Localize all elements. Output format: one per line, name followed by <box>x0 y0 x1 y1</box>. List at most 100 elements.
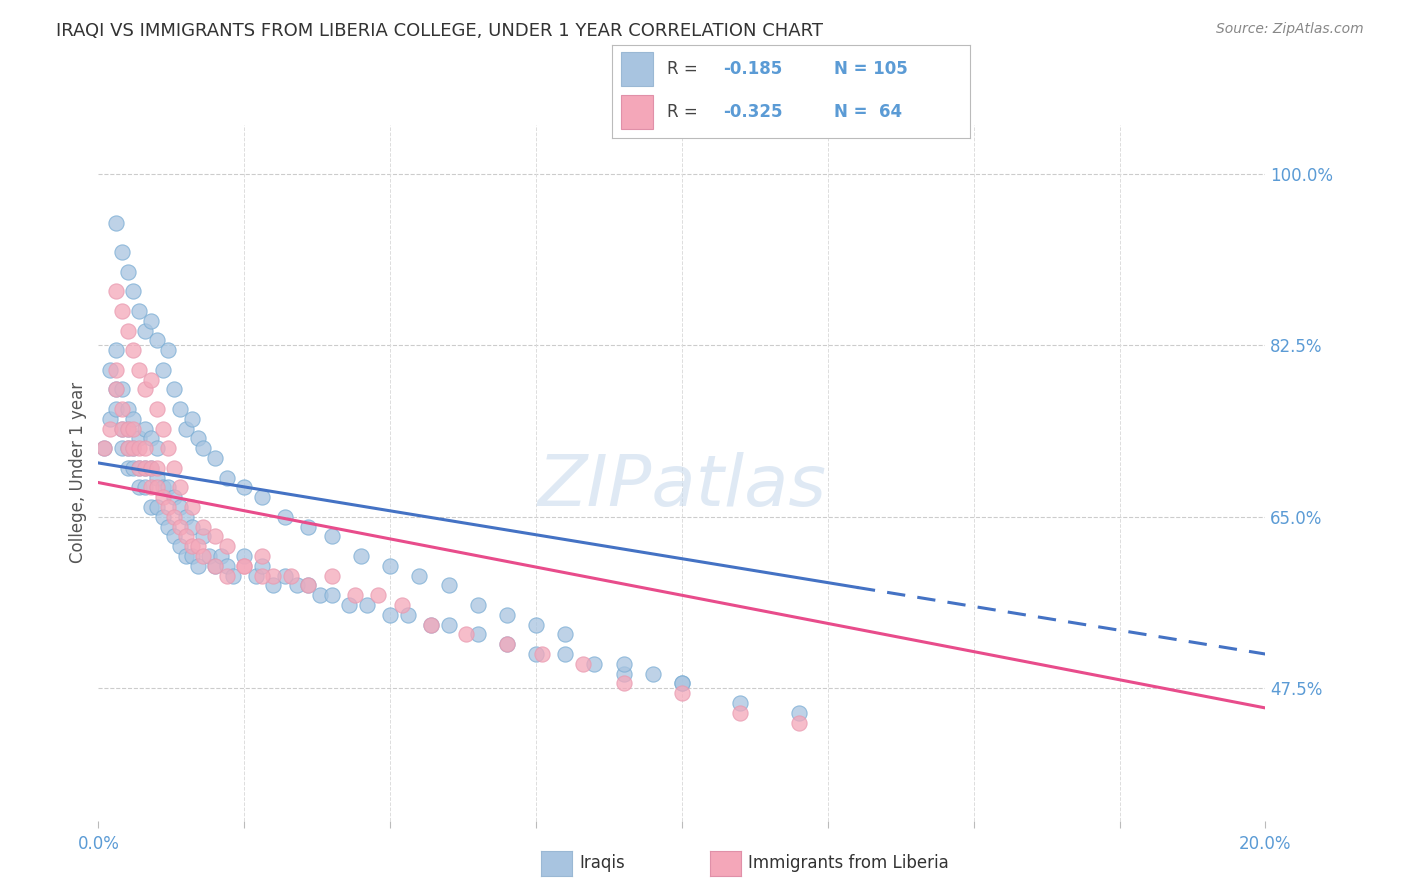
Text: R =: R = <box>668 60 703 78</box>
Point <box>285 578 308 592</box>
Point <box>612 676 634 690</box>
Point <box>134 383 156 397</box>
Point <box>169 519 191 533</box>
Point <box>111 442 134 456</box>
Point <box>209 549 232 563</box>
Point <box>671 676 693 690</box>
Point <box>297 578 319 592</box>
Point <box>139 432 162 446</box>
Point <box>163 529 186 543</box>
Point <box>180 539 202 553</box>
Point <box>356 598 378 612</box>
Point <box>187 539 209 553</box>
Text: -0.185: -0.185 <box>723 60 782 78</box>
Point <box>98 412 121 426</box>
Point <box>139 461 162 475</box>
Point <box>122 442 145 456</box>
Text: -0.325: -0.325 <box>723 103 782 121</box>
Text: IRAQI VS IMMIGRANTS FROM LIBERIA COLLEGE, UNDER 1 YEAR CORRELATION CHART: IRAQI VS IMMIGRANTS FROM LIBERIA COLLEGE… <box>56 22 824 40</box>
Point <box>157 442 180 456</box>
Point <box>193 519 215 533</box>
Point <box>367 588 389 602</box>
Point <box>233 549 256 563</box>
Point <box>204 558 226 573</box>
Point <box>128 442 150 456</box>
Point <box>391 598 413 612</box>
Point <box>233 480 256 494</box>
Point <box>169 402 191 417</box>
Point <box>163 509 186 524</box>
Point <box>728 706 751 720</box>
Point <box>128 480 150 494</box>
Point <box>169 500 191 514</box>
Point <box>174 529 197 543</box>
Point <box>524 647 547 661</box>
Point <box>122 285 145 299</box>
Point <box>152 490 174 504</box>
Point <box>117 442 139 456</box>
Text: N = 105: N = 105 <box>834 60 908 78</box>
Point <box>396 607 419 622</box>
Point <box>93 442 115 456</box>
Point <box>350 549 373 563</box>
Point <box>111 245 134 260</box>
Point <box>152 363 174 377</box>
Point <box>554 627 576 641</box>
Point <box>180 500 202 514</box>
Text: R =: R = <box>668 103 703 121</box>
Point <box>408 568 430 582</box>
Point <box>274 509 297 524</box>
Point <box>174 549 197 563</box>
Point <box>146 500 169 514</box>
Point <box>250 568 273 582</box>
Y-axis label: College, Under 1 year: College, Under 1 year <box>69 382 87 564</box>
Point <box>157 343 180 358</box>
Point <box>204 451 226 466</box>
Point <box>187 432 209 446</box>
Point <box>787 706 810 720</box>
Point <box>139 461 162 475</box>
Point <box>104 216 127 230</box>
Point <box>612 666 634 681</box>
Point <box>134 442 156 456</box>
Point <box>152 509 174 524</box>
Point <box>169 539 191 553</box>
Point <box>139 373 162 387</box>
Point <box>128 461 150 475</box>
Point <box>111 422 134 436</box>
Point <box>198 549 221 563</box>
Text: ZIPatlas: ZIPatlas <box>537 452 827 521</box>
Point <box>180 549 202 563</box>
Point <box>139 500 162 514</box>
Point <box>233 558 256 573</box>
Point <box>262 568 284 582</box>
Point <box>378 607 402 622</box>
Point <box>146 480 169 494</box>
Point <box>221 568 243 582</box>
Point <box>187 558 209 573</box>
Point <box>180 412 202 426</box>
Point <box>583 657 606 671</box>
Point <box>122 461 145 475</box>
Point <box>122 412 145 426</box>
Point <box>122 422 145 436</box>
Point <box>728 696 751 710</box>
Point <box>420 617 443 632</box>
Point <box>128 432 150 446</box>
Point <box>524 617 547 632</box>
Point <box>233 558 256 573</box>
Point <box>467 598 489 612</box>
Point <box>128 363 150 377</box>
Point <box>152 480 174 494</box>
Point <box>204 558 226 573</box>
Point <box>467 627 489 641</box>
Point <box>174 422 197 436</box>
Point <box>280 568 302 582</box>
Point <box>117 422 139 436</box>
Point <box>245 568 267 582</box>
Point <box>321 568 343 582</box>
Point <box>193 442 215 456</box>
Point <box>163 461 186 475</box>
Point <box>174 509 197 524</box>
Bar <box>620 95 652 129</box>
